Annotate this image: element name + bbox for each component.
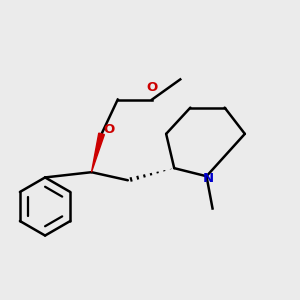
Polygon shape bbox=[92, 133, 104, 172]
Text: methyl: methyl bbox=[219, 212, 224, 213]
Text: O: O bbox=[146, 81, 158, 94]
Text: N: N bbox=[203, 172, 214, 185]
Text: O: O bbox=[103, 123, 115, 136]
